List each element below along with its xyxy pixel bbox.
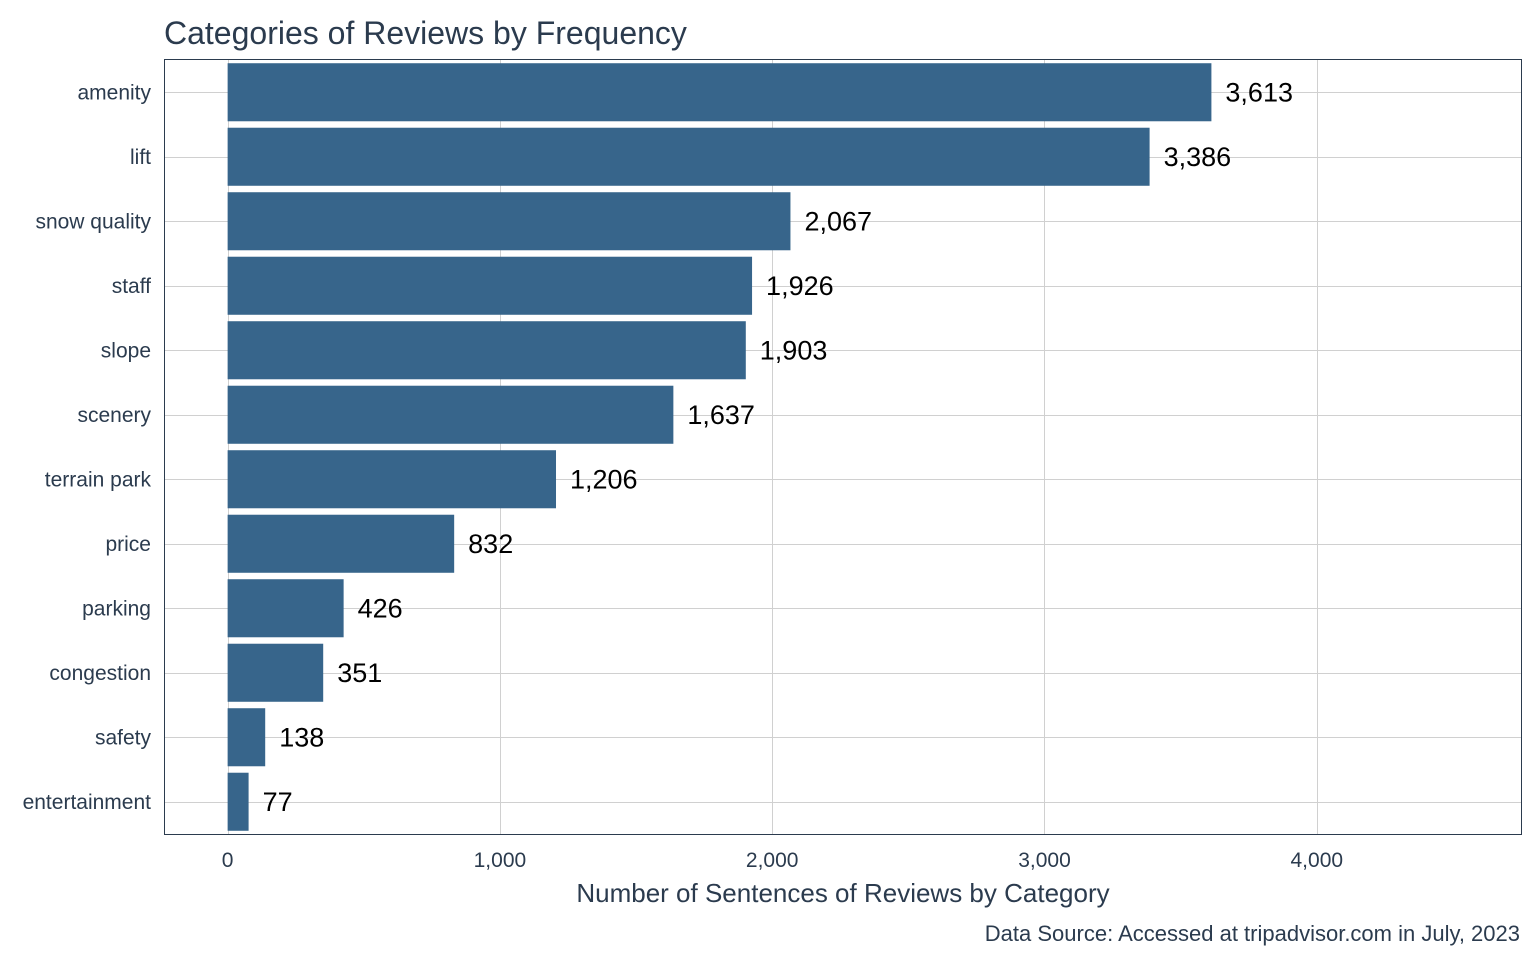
y-tick-label: congestion: [49, 662, 151, 685]
x-tick-label: 1,000: [474, 849, 527, 872]
x-tick-label: 4,000: [1291, 849, 1344, 872]
y-tick-label: entertainment: [23, 791, 152, 814]
bar-value-label: 3,386: [1164, 142, 1232, 172]
bar-layer: [227, 63, 1212, 831]
y-tick-label: snow quality: [35, 210, 151, 233]
bar: [227, 643, 324, 702]
bar-value-label: 138: [279, 722, 324, 752]
bar-value-label: 832: [468, 529, 513, 559]
x-axis-tick-labels: 0 1,000 2,000 3,000 4,000: [222, 849, 1343, 872]
bar: [227, 514, 455, 573]
bar: [227, 63, 1212, 122]
y-tick-label: price: [105, 533, 151, 556]
bar-value-label: 3,613: [1225, 77, 1293, 107]
value-label-layer: 3,613 3,386 2,067 1,926 1,903 1,637 1,206 832 42…: [263, 77, 1293, 817]
bar: [227, 579, 344, 638]
x-tick-label: 2,000: [746, 849, 799, 872]
x-tick-label: 3,000: [1018, 849, 1071, 872]
bar: [227, 385, 674, 444]
bar-value-label: 351: [337, 658, 382, 688]
bar: [227, 321, 746, 380]
y-tick-label: scenery: [77, 404, 151, 427]
y-tick-label: lift: [130, 146, 151, 169]
y-tick-label: terrain park: [45, 468, 152, 491]
bar-value-label: 426: [358, 593, 403, 623]
bar-value-label: 2,067: [804, 206, 872, 236]
bar: [227, 708, 266, 767]
y-tick-label: slope: [101, 339, 151, 362]
bar-value-label: 1,926: [766, 271, 834, 301]
bar: [227, 192, 791, 251]
bar: [227, 256, 753, 315]
bar: [227, 127, 1150, 186]
y-tick-label: staff: [112, 275, 151, 298]
bar: [227, 450, 557, 509]
x-tick-label: 0: [222, 849, 234, 872]
y-tick-label: safety: [95, 726, 152, 749]
y-tick-label: parking: [82, 597, 151, 620]
chart-caption: Data Source: Accessed at tripadvisor.com…: [985, 921, 1520, 946]
panel-border: [164, 59, 1522, 835]
y-tick-label: amenity: [77, 81, 151, 104]
bar-value-label: 1,903: [760, 335, 828, 365]
bar: [227, 772, 249, 831]
bar-value-label: 1,637: [687, 400, 755, 430]
x-axis-title: Number of Sentences of Reviews by Catego…: [576, 878, 1109, 908]
y-axis-tick-labels: amenity lift snow quality staff slope scenery…: [23, 81, 152, 814]
bar-value-label: 1,206: [570, 464, 638, 494]
bar-value-label: 77: [263, 787, 293, 817]
chart-title: Categories of Reviews by Frequency: [164, 15, 687, 51]
